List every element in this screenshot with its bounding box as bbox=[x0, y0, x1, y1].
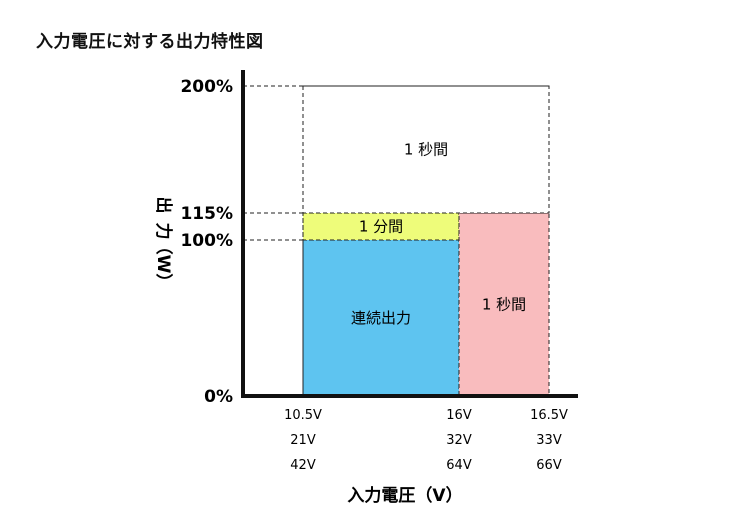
y-tick-label-0: 0% bbox=[204, 387, 233, 407]
x-tick-label-b-2: 64V bbox=[446, 458, 472, 473]
y-tick-label-200: 200% bbox=[180, 77, 233, 97]
region-label-3: 1 秒間 bbox=[404, 141, 448, 159]
y-axis-title-part-0: 出 bbox=[153, 197, 174, 214]
region-labels-layer: 連続出力 1 分間 1 秒間 1 秒間 bbox=[351, 141, 526, 328]
x-tick-label-a-2: 42V bbox=[290, 458, 316, 473]
region-1 bbox=[302, 212, 460, 241]
region-label-1: 1 分間 bbox=[359, 218, 403, 236]
regions-layer bbox=[302, 85, 550, 397]
region-label-2: 1 秒間 bbox=[482, 296, 526, 314]
y-axis-title-part-1: 力 bbox=[153, 223, 174, 240]
x-tick-label-a-0: 10.5V bbox=[284, 408, 322, 423]
region-label-0: 連続出力 bbox=[351, 309, 411, 327]
chart-title: 入力電圧に対する出力特性図 bbox=[36, 32, 264, 52]
axis-titles-layer: 入力電圧（V） 出力（W） bbox=[153, 197, 463, 507]
x-ticks-layer: 10.5V 21V 42V 16V 32V 64V 16.5V 33V 66V bbox=[284, 408, 568, 473]
axes-layer bbox=[241, 70, 578, 398]
x-axis-title: 入力電圧（V） bbox=[347, 485, 462, 506]
x-tick-label-b-0: 16V bbox=[446, 408, 472, 423]
y-ticks-layer: 200% 115% 100% 0% bbox=[180, 77, 233, 407]
x-tick-label-a-1: 21V bbox=[290, 433, 316, 448]
x-tick-label-c-2: 66V bbox=[536, 458, 562, 473]
x-tick-label-c-1: 33V bbox=[536, 433, 562, 448]
x-tick-label-b-1: 32V bbox=[446, 433, 472, 448]
y-tick-label-115: 115% bbox=[180, 204, 233, 224]
y-tick-label-100: 100% bbox=[180, 231, 233, 251]
y-axis-title-part-2: （W） bbox=[153, 238, 174, 291]
x-tick-label-c-0: 16.5V bbox=[530, 408, 568, 423]
gridlines-layer bbox=[243, 85, 549, 396]
